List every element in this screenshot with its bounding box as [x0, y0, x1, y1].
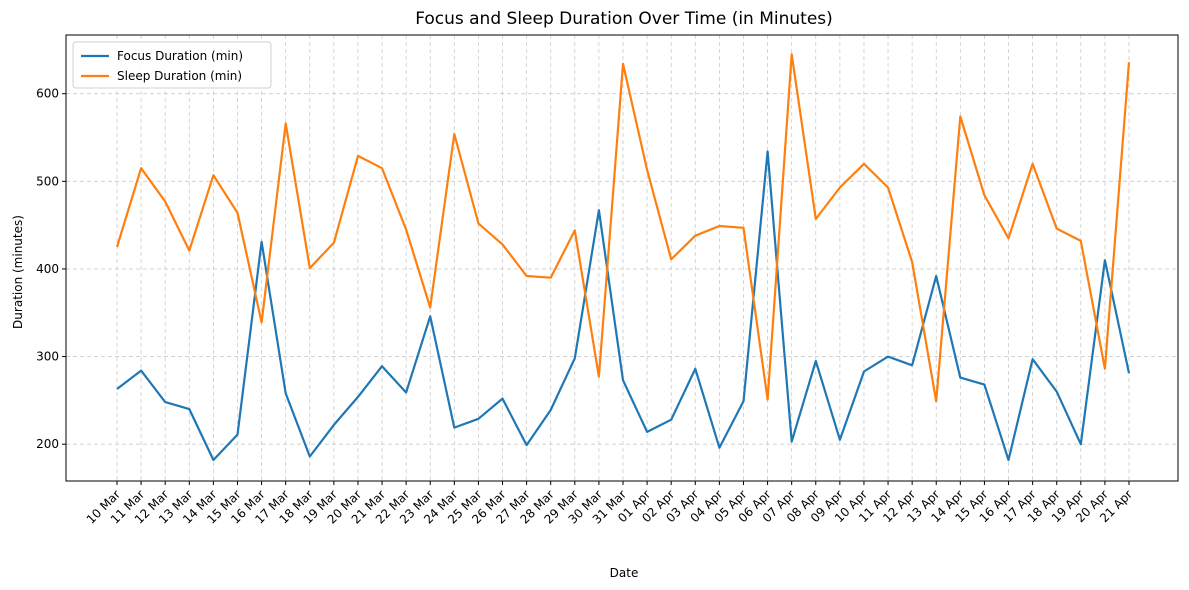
grid-lines [66, 35, 1178, 481]
x-axis-label: Date [610, 566, 639, 580]
legend: Focus Duration (min) Sleep Duration (min) [72, 41, 272, 89]
y-tick-label: 500 [36, 174, 59, 188]
legend-box [72, 41, 272, 89]
y-axis: 200 300 400 500 600 [36, 87, 66, 451]
series-line-focus [116, 150, 1131, 462]
series-line-sleep [115, 53, 1131, 403]
y-tick-label: 200 [36, 437, 59, 451]
legend-label: Focus Duration (min) [117, 49, 243, 63]
series-lines [115, 53, 1131, 462]
legend-label: Sleep Duration (min) [117, 69, 242, 83]
plot-area-frame [65, 34, 1179, 482]
chart-title: Focus and Sleep Duration Over Time (in M… [415, 9, 833, 29]
y-tick-label: 600 [36, 87, 59, 101]
y-tick-label: 400 [36, 262, 59, 276]
y-axis-label: Duration (minutes) [11, 215, 25, 329]
y-tick-label: 300 [36, 350, 59, 364]
